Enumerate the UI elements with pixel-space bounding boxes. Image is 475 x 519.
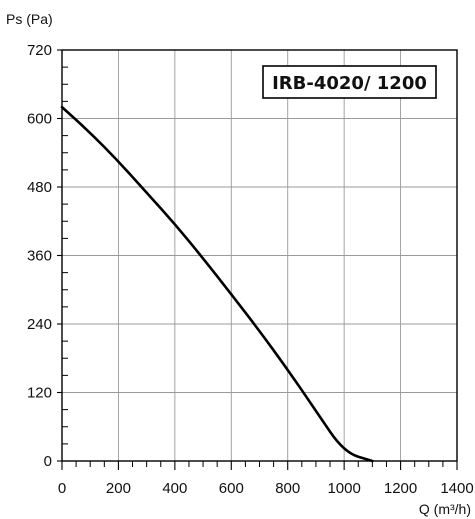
x-tick-label: 1400 [440, 480, 473, 497]
fan-curve-line [60, 105, 374, 463]
x-tick-label: 1200 [384, 480, 417, 497]
y-axis-title: Ps (Pa) [6, 11, 53, 27]
annotation-box [262, 65, 437, 99]
y-tick-label: 120 [27, 385, 52, 402]
model-annotation: IRB-4020/ 1200 [262, 65, 437, 99]
x-tick-label: 1000 [327, 480, 360, 497]
y-tick-label: 480 [27, 179, 52, 196]
x-tick-label: 800 [275, 480, 300, 497]
tick-labels: 0 200 400 600 800 1000 1200 1400 0 120 240 360 480 60… [27, 42, 474, 497]
grid-lines [62, 50, 457, 461]
y-tick-label: 720 [27, 42, 52, 59]
axis-ticks [57, 49, 458, 470]
annotation-text: IRB-4020/ 1200 [272, 73, 427, 94]
x-tick-label: 0 [58, 480, 66, 497]
y-tick-label: 240 [27, 316, 52, 333]
x-axis-title: Q (m³/h) [419, 501, 471, 517]
plot-frame [61, 49, 458, 462]
x-tick-label: 400 [162, 480, 187, 497]
x-tick-label: 200 [106, 480, 131, 497]
y-tick-label: 600 [27, 111, 52, 128]
y-tick-label: 0 [44, 453, 52, 470]
x-tick-label: 600 [219, 480, 244, 497]
y-tick-label: 360 [27, 248, 52, 265]
